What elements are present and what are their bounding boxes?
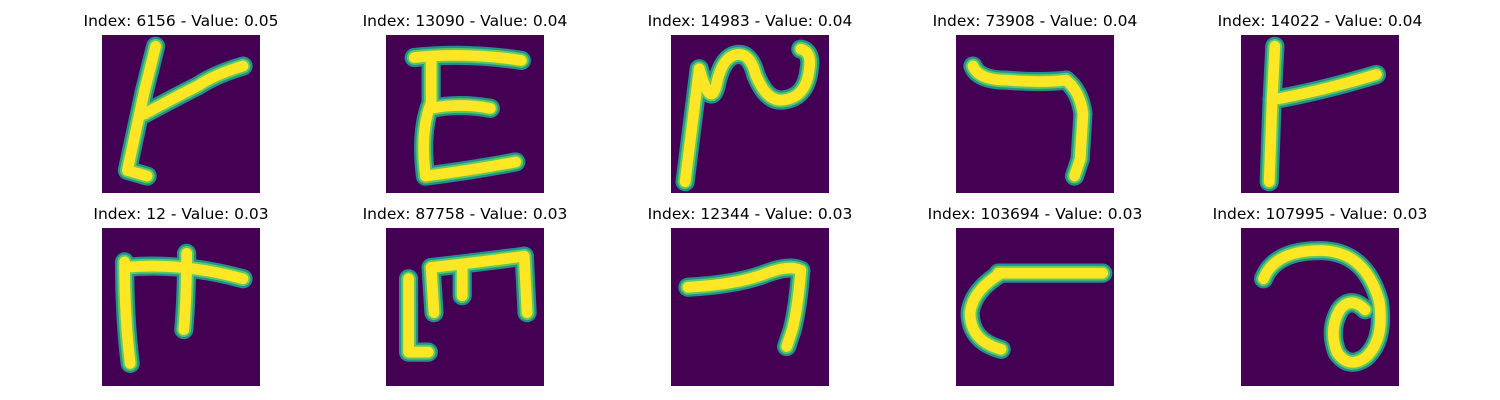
image-panel-10: Index: 107995 - Value: 0.03 (1205, 205, 1435, 386)
handwritten-glyph-wave-icon (671, 35, 829, 193)
handwritten-glyph-loop-icon (1241, 228, 1399, 386)
panel-title: Index: 107995 - Value: 0.03 (1212, 205, 1428, 223)
handwritten-glyph-m-icon (386, 228, 544, 386)
image-panel-5: Index: 14022 - Value: 0.04 (1205, 12, 1435, 193)
handwritten-glyph-e-icon (386, 35, 544, 193)
panel-title: Index: 87758 - Value: 0.03 (362, 205, 568, 223)
image-panel-3: Index: 14983 - Value: 0.04 (635, 12, 865, 193)
image-panel-1: Index: 6156 - Value: 0.05 (66, 12, 296, 193)
panel-title: Index: 12 - Value: 0.03 (93, 205, 269, 223)
handwritten-glyph-hook-icon (956, 35, 1114, 193)
panel-title: Index: 14983 - Value: 0.04 (647, 12, 853, 30)
panel-title: Index: 14022 - Value: 0.04 (1217, 12, 1423, 30)
panel-title: Index: 13090 - Value: 0.04 (362, 12, 568, 30)
handwritten-glyph-t-right-icon (1241, 35, 1399, 193)
image-panel-4: Index: 73908 - Value: 0.04 (920, 12, 1150, 193)
panel-title: Index: 73908 - Value: 0.04 (932, 12, 1138, 30)
image-panel-2: Index: 13090 - Value: 0.04 (350, 12, 580, 193)
image-panel-7: Index: 87758 - Value: 0.03 (350, 205, 580, 386)
image-panel-9: Index: 103694 - Value: 0.03 (920, 205, 1150, 386)
image-panel-8: Index: 12344 - Value: 0.03 (635, 205, 865, 386)
image-panel-6: Index: 12 - Value: 0.03 (66, 205, 296, 386)
handwritten-glyph-c-bar-icon (956, 228, 1114, 386)
panel-title: Index: 103694 - Value: 0.03 (927, 205, 1143, 223)
handwritten-glyph-seven-icon (671, 228, 829, 386)
panel-title: Index: 12344 - Value: 0.03 (647, 205, 853, 223)
handwritten-glyph-t-hook-icon (102, 35, 260, 193)
handwritten-glyph-pi-icon (102, 228, 260, 386)
panel-title: Index: 6156 - Value: 0.05 (83, 12, 279, 30)
